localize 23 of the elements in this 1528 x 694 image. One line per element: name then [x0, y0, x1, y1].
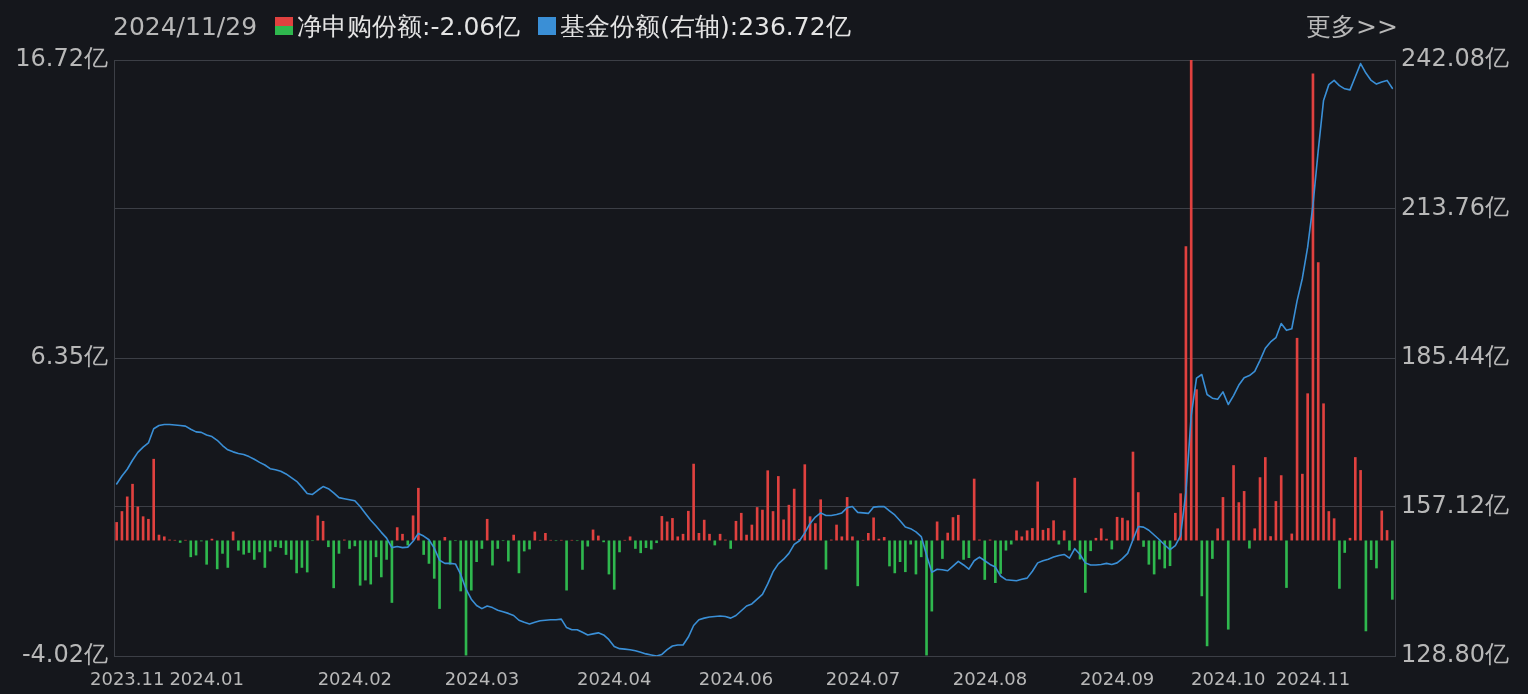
x-tick-label: 2024.01: [169, 668, 244, 690]
text: 更多>>: [1306, 11, 1398, 43]
y2-tick-label: 157.12亿: [1401, 491, 1509, 520]
x-tick-label: 2024.06: [698, 668, 774, 690]
x-tick-label: 2024.02: [317, 668, 393, 690]
y-tick-label: 16.72亿: [15, 44, 108, 73]
y2-tick-label: 213.76亿: [1401, 193, 1509, 222]
chart-title: 2024/11/29: [113, 11, 258, 41]
legend-label: 净申购份额:-2.06亿: [297, 10, 521, 43]
x-tick-label: 2024.04: [577, 668, 652, 690]
y2-tick-label: 242.08亿: [1401, 44, 1509, 73]
y-tick-label: 6.35亿: [30, 342, 108, 371]
x-tick-label: 2024.08: [952, 668, 1028, 690]
y2-tick-label: 185.44亿: [1401, 342, 1509, 371]
x-tick-label: 2024.03: [444, 668, 520, 690]
x-tick-label: 2024.10: [1191, 668, 1266, 690]
legend-label: 基金份额(右轴):236.72亿: [560, 10, 851, 43]
y-tick-label: -4.02亿: [21, 640, 108, 669]
x-tick-label: 2024.09: [1079, 668, 1155, 690]
y2-tick-label: 128.80亿: [1401, 640, 1509, 669]
x-tick-label: 2023.11: [90, 668, 165, 690]
x-tick-label: 2024.07: [825, 668, 901, 690]
x-tick-label: 2024.11: [1275, 668, 1351, 690]
